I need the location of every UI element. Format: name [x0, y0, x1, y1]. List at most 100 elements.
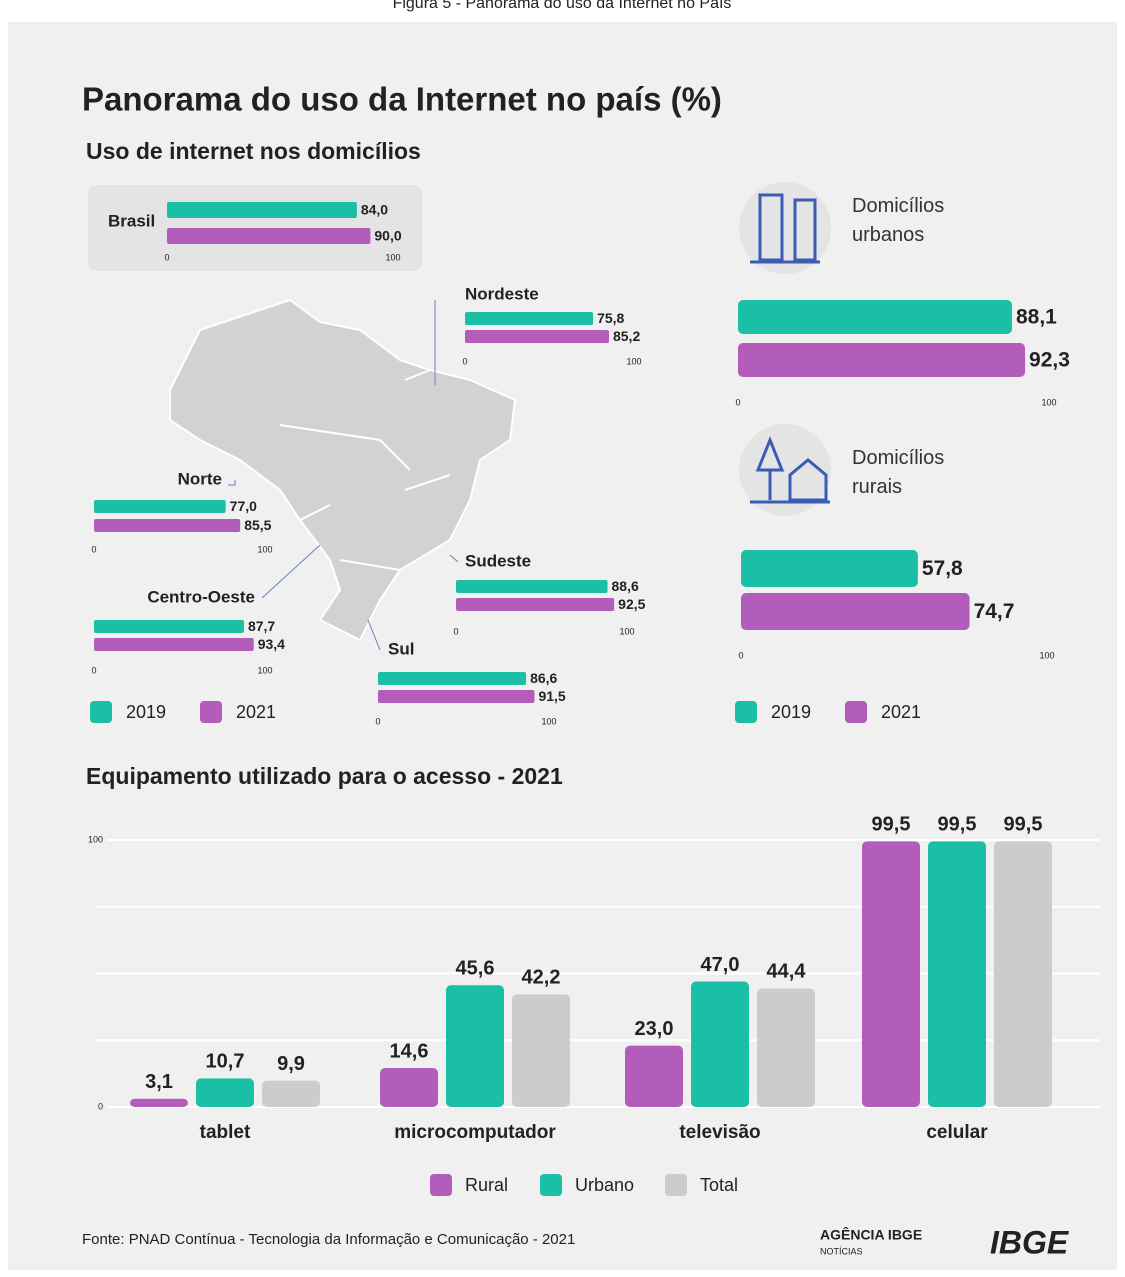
bar: [741, 550, 918, 587]
bar: [130, 1098, 188, 1107]
logo-noticias: NOTÍCIAS: [820, 1246, 863, 1256]
map: [169, 298, 517, 642]
value-label: 99,5: [938, 814, 977, 836]
x-tick-label: 0: [462, 356, 467, 366]
bar: [928, 841, 986, 1107]
y-tick-label: 100: [88, 834, 103, 844]
bar: [378, 690, 535, 703]
x-tick-label: 100: [1039, 650, 1054, 660]
value-label: 92,5: [618, 596, 645, 612]
value-label: 99,5: [872, 814, 911, 836]
logo-ibge: IBGE: [990, 1224, 1070, 1260]
urban-icon: [739, 182, 831, 274]
category-label: Nordeste: [465, 284, 539, 303]
bar: [465, 312, 594, 325]
bar: [94, 519, 241, 532]
category-label: Sudeste: [465, 551, 531, 570]
map-borders: [279, 369, 451, 571]
legend-label: 2021: [236, 702, 276, 722]
legend-swatch: [845, 701, 867, 723]
value-label: 10,7: [206, 1051, 245, 1073]
bar: [994, 841, 1052, 1107]
bar: [94, 620, 244, 633]
value-label: 3,1: [145, 1071, 173, 1093]
value-label: 99,5: [1004, 814, 1043, 836]
legend-swatch: [735, 701, 757, 723]
value-label: 14,6: [390, 1040, 429, 1062]
x-tick-label: 100: [385, 252, 400, 262]
source: Fonte: PNAD Contínua - Tecnologia da Inf…: [82, 1231, 575, 1248]
x-tick-label: microcomputador: [394, 1122, 556, 1143]
category-label: Sul: [388, 639, 414, 658]
value-label: 47,0: [701, 954, 740, 976]
legend-label: Total: [700, 1175, 738, 1195]
legend-label: Rural: [465, 1175, 508, 1195]
x-tick-label: 100: [541, 716, 556, 726]
category-label: Centro-Oeste: [147, 587, 255, 606]
y-tick-label: 0: [98, 1101, 103, 1111]
caption: Figura 5 - Panorama do uso da Internet n…: [393, 0, 732, 12]
leader-lines: [228, 300, 459, 651]
x-tick-label: tablet: [200, 1122, 251, 1143]
urban-icon-buildings: [750, 193, 820, 264]
value-label: 57,8: [922, 557, 963, 580]
logo-agencia: AGÊNCIA IBGE: [820, 1226, 922, 1243]
value-label: 45,6: [456, 958, 495, 980]
bar: [691, 981, 749, 1107]
bar: [378, 672, 527, 685]
legend-swatch: [540, 1174, 562, 1196]
value-label: 77,0: [230, 498, 257, 514]
bar: [738, 343, 1026, 377]
value-label: 9,9: [277, 1053, 305, 1075]
bar: [738, 300, 1012, 334]
x-tick-label: 100: [257, 544, 272, 554]
category-label: Norte: [178, 469, 222, 488]
bar: [465, 330, 609, 343]
x-tick-label: 0: [164, 252, 169, 262]
bar: [262, 1080, 320, 1107]
bar: [167, 228, 371, 244]
legend-label: Urbano: [575, 1175, 634, 1195]
value-label: 85,5: [244, 517, 271, 533]
legend-label: 2019: [126, 702, 166, 722]
legend-swatch: [665, 1174, 687, 1196]
bar: [456, 598, 615, 611]
bar: [446, 985, 504, 1107]
bar: [625, 1045, 683, 1107]
x-tick-label: 0: [738, 650, 743, 660]
x-tick-label: 0: [91, 544, 96, 554]
bar: [757, 988, 815, 1107]
chart-title: Equipamento utilizado para o acesso - 20…: [86, 763, 563, 789]
bar: [862, 841, 920, 1107]
bar: [94, 638, 254, 651]
rural-icon: [739, 424, 831, 516]
x-tick-label: celular: [926, 1122, 988, 1143]
value-label: 93,4: [258, 636, 285, 652]
value-label: 85,2: [613, 328, 640, 344]
bar: [456, 580, 608, 593]
x-tick-label: 100: [1041, 397, 1056, 407]
legend-label: 2021: [881, 702, 921, 722]
bar: [512, 994, 570, 1107]
value-label: 23,0: [635, 1018, 674, 1040]
x-tick-label: 0: [453, 626, 458, 636]
value-label: 91,5: [538, 688, 565, 704]
value-label: 75,8: [597, 310, 624, 326]
value-label: 84,0: [361, 202, 388, 218]
value-label: 88,6: [612, 578, 639, 594]
x-tick-label: 100: [619, 626, 634, 636]
category-label: Domicílios urbanos: [852, 195, 945, 246]
legend-swatch: [200, 701, 222, 723]
bar: [196, 1078, 254, 1107]
category-label: Brasil: [108, 211, 155, 230]
value-label: 92,3: [1029, 349, 1070, 372]
x-tick-label: 0: [91, 665, 96, 675]
bar: [94, 500, 226, 513]
value-label: 44,4: [767, 961, 807, 983]
value-label: 74,7: [974, 600, 1015, 623]
value-label: 88,1: [1016, 306, 1057, 329]
legend-swatch: [430, 1174, 452, 1196]
bar: [380, 1068, 438, 1107]
